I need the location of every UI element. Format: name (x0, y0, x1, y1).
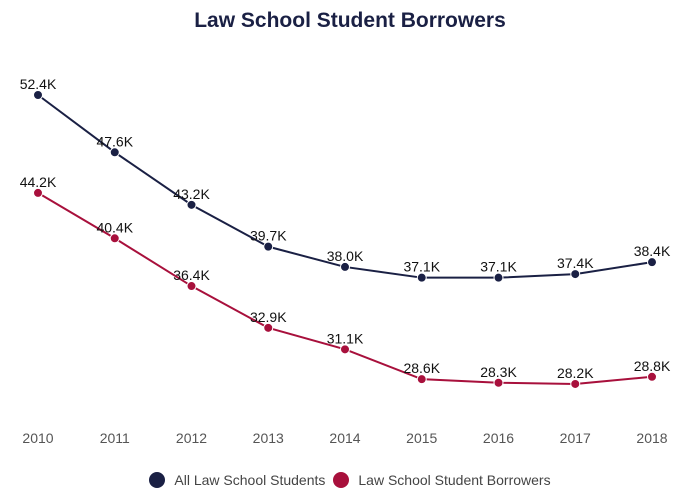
data-point-marker[interactable] (263, 241, 274, 252)
x-tick-label: 2011 (100, 430, 130, 446)
data-label: 28.8K (634, 358, 671, 374)
legend-marker-icon (149, 472, 166, 488)
data-label: 44.2K (20, 174, 57, 190)
data-point-marker[interactable] (109, 147, 120, 158)
x-tick-label: 2016 (483, 430, 514, 446)
data-point-marker[interactable] (647, 371, 657, 382)
data-label: 28.2K (557, 365, 594, 381)
data-point-marker[interactable] (493, 272, 504, 283)
data-point-marker[interactable] (33, 187, 43, 198)
data-label: 43.2K (173, 186, 210, 202)
data-label: 40.4K (96, 219, 133, 235)
data-point-marker[interactable] (340, 344, 350, 355)
data-label: 32.9K (250, 309, 287, 325)
x-tick-label: 2012 (176, 430, 207, 446)
legend-item-borrowers[interactable]: Law School Student Borrowers (333, 472, 551, 488)
x-tick-label: 2015 (406, 430, 437, 446)
legend-item-all-students[interactable]: All Law School Students (149, 472, 325, 488)
data-point-marker[interactable] (647, 257, 657, 268)
data-label: 39.7K (250, 228, 287, 244)
data-point-marker[interactable] (186, 281, 197, 292)
data-label: 37.1K (403, 259, 440, 275)
legend: All Law School Students Law School Stude… (0, 472, 700, 488)
data-point-marker[interactable] (416, 374, 427, 385)
data-label: 52.4K (20, 76, 57, 92)
data-point-marker[interactable] (416, 272, 427, 283)
data-label: 28.3K (480, 364, 517, 380)
data-label: 28.6K (403, 360, 440, 376)
data-point-marker[interactable] (109, 233, 120, 244)
legend-label: Law School Student Borrowers (358, 472, 551, 488)
data-label: 37.1K (480, 259, 517, 275)
data-point-marker[interactable] (570, 269, 581, 280)
x-tick-label: 2013 (253, 430, 284, 446)
data-label: 47.6K (96, 133, 133, 149)
data-label: 37.4K (557, 255, 594, 271)
legend-label: All Law School Students (174, 472, 326, 488)
x-axis: 2010 2011 2012 2013 2014 2015 2016 2017 2018 (22, 430, 667, 446)
x-tick-label: 2017 (560, 430, 591, 446)
data-label: 38.0K (327, 248, 364, 264)
data-label: 31.1K (327, 330, 364, 346)
data-label: 36.4K (173, 267, 210, 283)
data-point-marker[interactable] (33, 90, 43, 100)
data-point-marker[interactable] (263, 322, 274, 333)
data-point-marker[interactable] (493, 377, 504, 388)
data-point-marker[interactable] (186, 199, 197, 210)
data-point-marker[interactable] (340, 261, 350, 272)
x-tick-label: 2014 (329, 430, 360, 446)
chart-title: Law School Student Borrowers (194, 9, 506, 32)
series-points (33, 90, 657, 389)
data-point-marker[interactable] (570, 378, 581, 389)
x-tick-label: 2018 (636, 430, 667, 446)
x-tick-label: 2010 (22, 430, 53, 446)
data-labels: 52.4K 47.6K 43.2K 39.7K 38.0K 37.1K 37.1K 37.4K… (20, 76, 671, 381)
legend-marker-icon (333, 472, 350, 488)
data-label: 38.4K (634, 243, 671, 259)
